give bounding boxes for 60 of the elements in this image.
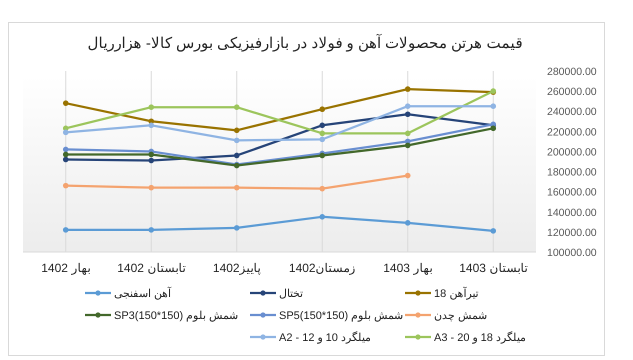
legend-label: شمش بلوم SP3(150*150) [114,310,238,322]
point [404,142,411,148]
point [404,103,411,109]
point [62,227,69,233]
legend-label: میلگرد 10 و 12 - A2 [279,331,371,344]
point [234,128,240,134]
point [319,186,326,192]
legend-label: شمش چدن [434,310,488,322]
y-tick-label: 140000.00 [547,206,597,219]
point [319,106,326,112]
x-tick-label: تابستان 1403 [459,261,528,275]
point [319,214,326,220]
point [234,104,240,110]
point [490,228,496,234]
y-tick-label: 180000.00 [547,166,597,179]
x-tick-label: زمستان1402 [288,261,356,275]
point [234,184,240,190]
y-tick-label: 260000.00 [547,86,597,98]
point [148,158,154,164]
point [62,156,69,162]
legend-label: میلگرد 18 و 20 - A3 [434,331,526,344]
y-tick-label: 100000.00 [547,247,597,259]
point [404,220,411,226]
x-tick-label: پاییز1402 [212,261,261,275]
point [62,182,69,188]
point [62,152,69,158]
point [490,103,496,109]
point [319,136,326,142]
point [148,152,154,158]
legend-label: آهن اسفنجی [114,287,172,300]
point [234,152,240,158]
point [62,146,69,152]
point [148,184,154,190]
point [319,122,326,128]
point [404,86,411,92]
legend-label: تختال [279,288,303,300]
point [62,100,69,106]
point [404,130,411,136]
point [404,172,411,178]
point [62,130,69,136]
legend-label: شمش بلوم SP5(150*150) [279,310,404,322]
point [148,104,154,110]
point [234,225,240,231]
point [404,111,411,118]
y-tick-label: 120000.00 [547,226,597,239]
point [148,122,154,128]
y-tick-label: 220000.00 [547,126,597,138]
y-tick-label: 200000.00 [547,146,597,158]
legend-label: تیرآهن 18 [434,287,478,300]
y-tick-label: 280000.00 [547,66,597,78]
point [148,227,154,233]
x-tick-label: بهار 1402 [41,261,90,275]
point [319,130,326,136]
point [490,126,496,132]
y-tick-label: 240000.00 [547,106,597,118]
x-tick-label: تابستان 1402 [117,261,186,275]
x-tick-label: بهار 1403 [383,261,432,275]
chart-title: قیمت هرتن محصولات آهن و فولاد در بازارفیزیکی بورس کالا- هزارریال [88,34,522,52]
y-tick-label: 160000.00 [547,186,597,199]
point [234,138,240,144]
